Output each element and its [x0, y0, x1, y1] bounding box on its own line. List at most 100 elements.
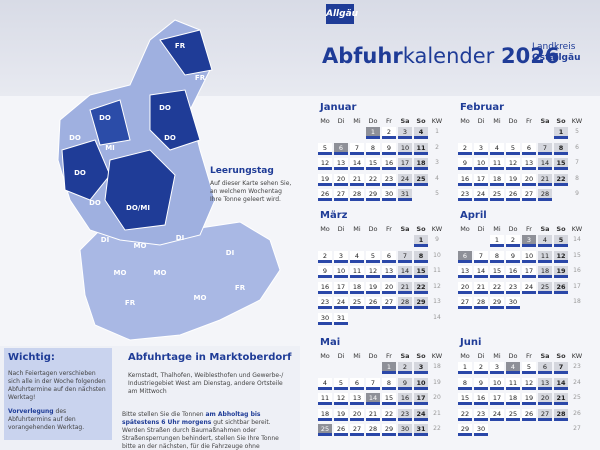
day: 2 [398, 362, 412, 374]
weekday: Mo [320, 117, 330, 125]
weekday: Do [368, 352, 378, 360]
day: 24 [398, 173, 412, 186]
day: 20 [334, 173, 348, 186]
day: 22 [458, 408, 472, 421]
day: 19 [318, 173, 332, 186]
map-label: DO [159, 104, 171, 112]
kw: 9 [435, 236, 439, 243]
weekday: Do [508, 117, 518, 125]
day: 19 [334, 408, 348, 421]
map-region-dark [149, 89, 201, 151]
title-year: 2026 [500, 44, 560, 68]
day: 20 [350, 408, 364, 421]
day: 24 [490, 408, 504, 421]
day: 10 [490, 377, 504, 390]
kw: 26 [573, 409, 581, 417]
day: 17 [490, 393, 504, 405]
day: 27 [538, 408, 552, 421]
day: 13 [538, 377, 552, 390]
month-name: Januar [320, 102, 357, 113]
day: 22 [382, 408, 396, 421]
month-name: April [460, 210, 487, 221]
day: 4 [506, 362, 520, 374]
day: 3 [522, 235, 536, 247]
day: 1 [366, 127, 380, 139]
day: 20 [458, 281, 472, 294]
title: Abfuhrkalender 2026 [322, 44, 559, 68]
day: 16 [474, 393, 488, 405]
day: 18 [350, 281, 364, 294]
wichtig-title: Wichtig: [8, 352, 55, 363]
day: 24 [414, 408, 428, 421]
day: 26 [334, 424, 348, 436]
day: 8 [414, 250, 428, 263]
day: 3 [414, 362, 428, 374]
kw: 19 [433, 378, 441, 386]
day: 16 [458, 173, 472, 186]
kw: 15 [573, 251, 581, 259]
day: 3 [334, 250, 348, 263]
day: 7 [366, 377, 380, 390]
weekday: So [416, 117, 426, 125]
map-region-dark [104, 149, 176, 231]
weekday: Mi [353, 117, 361, 125]
kw: 4 [435, 174, 439, 182]
kw: 17 [573, 282, 581, 290]
map-region-dark [159, 29, 213, 76]
weekday: KW [571, 225, 583, 233]
kw: 22 [433, 425, 441, 432]
weekday: Mo [320, 352, 330, 360]
day: 3 [474, 142, 488, 155]
day: 19 [366, 281, 380, 294]
weekday: KW [431, 117, 443, 125]
weekday: Di [337, 117, 345, 125]
weekday: Di [337, 352, 345, 360]
day: 13 [334, 158, 348, 170]
weekday: So [556, 352, 566, 360]
month-name: März [320, 210, 348, 221]
day: 28 [554, 408, 568, 421]
day: 24 [334, 297, 348, 309]
month-name: Juni [460, 337, 482, 348]
map-label: MO [114, 269, 127, 277]
map-label: MO [194, 294, 207, 302]
day: 25 [318, 424, 332, 436]
day: 22 [554, 173, 568, 186]
day: 18 [538, 266, 552, 278]
day: 12 [318, 158, 332, 170]
day: 1 [490, 235, 504, 247]
day: 5 [366, 250, 380, 263]
day: 11 [538, 250, 552, 263]
day: 16 [318, 281, 332, 294]
kw: 20 [433, 394, 441, 401]
day: 15 [414, 266, 428, 278]
logo: Landkreis Ostallgäu [532, 42, 580, 64]
day: 11 [506, 377, 520, 390]
day: 27 [458, 297, 472, 309]
day: 20 [522, 173, 536, 186]
hint-text: Bitte stellen Sie die Tonnen [122, 411, 204, 418]
day: 21 [554, 393, 568, 405]
day: 9 [506, 250, 520, 263]
wichtig-box [4, 348, 112, 440]
day: 8 [458, 377, 472, 390]
kw: 25 [573, 394, 581, 401]
note-bold: Vorverlegung [8, 408, 54, 415]
day: 26 [318, 189, 332, 201]
day: 14 [398, 266, 412, 278]
day: 23 [458, 189, 472, 201]
day: 25 [506, 408, 520, 421]
day: 5 [522, 362, 536, 374]
day: 25 [538, 281, 552, 294]
brand: Allgäu [326, 4, 358, 24]
kw: 11 [433, 267, 441, 274]
day: 11 [350, 266, 364, 278]
day: 13 [522, 158, 536, 170]
day: 6 [538, 362, 552, 374]
kw: 18 [433, 363, 441, 370]
day: 26 [554, 281, 568, 294]
day: 27 [350, 424, 364, 436]
day: 4 [350, 250, 364, 263]
kw: 18 [573, 298, 581, 305]
